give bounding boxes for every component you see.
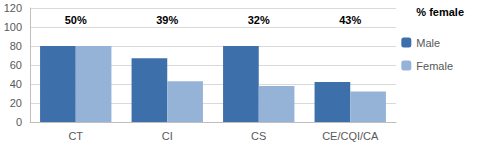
svg-text:0: 0 [16, 116, 22, 128]
svg-text:50%: 50% [65, 14, 87, 26]
svg-text:32%: 32% [248, 14, 270, 26]
svg-text:80: 80 [10, 40, 22, 52]
svg-text:CI: CI [162, 130, 173, 142]
svg-text:60: 60 [10, 59, 22, 71]
svg-text:100: 100 [4, 21, 22, 33]
svg-text:CE/CQI/CA: CE/CQI/CA [322, 130, 379, 142]
svg-text:43%: 43% [339, 14, 361, 26]
svg-text:20: 20 [10, 97, 22, 109]
svg-text:% female: % female [416, 6, 464, 18]
svg-text:CS: CS [251, 130, 266, 142]
svg-text:CT: CT [68, 130, 83, 142]
svg-text:Female: Female [416, 60, 453, 72]
svg-text:Male: Male [416, 37, 440, 49]
svg-text:39%: 39% [156, 14, 178, 26]
svg-text:120: 120 [4, 2, 22, 14]
svg-text:40: 40 [10, 78, 22, 90]
